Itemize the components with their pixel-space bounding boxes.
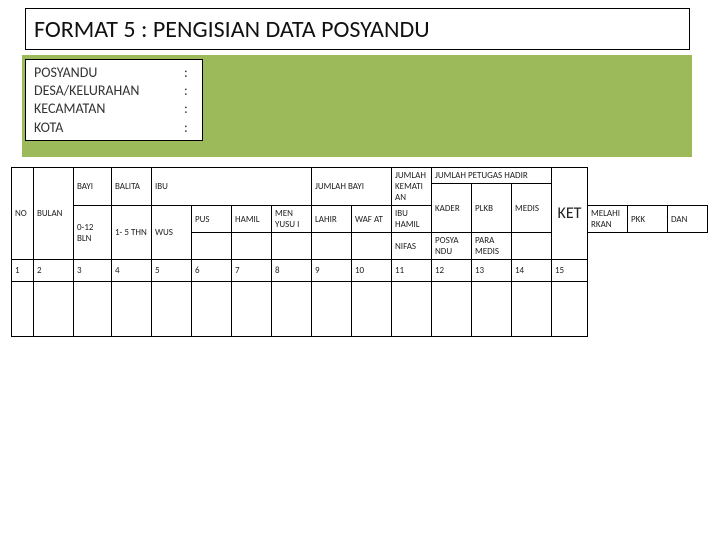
colnum: 6 (192, 260, 232, 282)
col-jumlah-kematian: JUMLAH KEMATI AN (392, 168, 432, 206)
colnum: 2 (34, 260, 74, 282)
cell[interactable] (152, 282, 192, 337)
col-nifas: NIFAS (392, 233, 432, 260)
col-paramedis: PARA MEDIS (472, 233, 512, 260)
colnum: 12 (432, 260, 472, 282)
col-pus: PUS (192, 206, 232, 233)
cell[interactable] (74, 282, 112, 337)
cell[interactable] (352, 282, 392, 337)
table-row (12, 282, 708, 337)
col-lahir-b (312, 233, 352, 260)
colnum: 4 (112, 260, 152, 282)
col-kader: KADER (432, 184, 472, 233)
colnum: 5 (152, 260, 192, 282)
meta-box: POSYANDU : DESA/KELURAHAN : KECAMATAN : … (25, 59, 203, 141)
meta-label: DESA/KELURAHAN (34, 82, 184, 100)
colnum: 14 (512, 260, 552, 282)
col-posyandu: POSYA NDU (432, 233, 472, 260)
meta-label: KOTA (34, 119, 184, 137)
col-medis: MEDIS (512, 184, 552, 233)
colnum: 13 (472, 260, 512, 282)
page-title: FORMAT 5 : PENGISIAN DATA POSYANDU (25, 8, 690, 50)
cell[interactable] (272, 282, 312, 337)
column-number-row: 1 2 3 4 5 6 7 8 9 10 11 12 13 14 15 (12, 260, 708, 282)
colnum: 10 (352, 260, 392, 282)
col-menyu-b (272, 233, 312, 260)
colnum: 8 (272, 260, 312, 282)
col-jumlah-petugas: JUMLAH PETUGAS HADIR (432, 168, 552, 184)
col-wafat: WAF AT (352, 206, 392, 233)
col-ibu-hamil: IBU HAMIL (392, 206, 432, 233)
col-bayi: BAYI (74, 168, 112, 206)
col-melahirkan: MELAHI RKAN (588, 206, 628, 233)
col-bayi-sub: 0-12 BLN (74, 206, 112, 260)
col-wafat-b (352, 233, 392, 260)
meta-colon: : (184, 64, 194, 82)
cell[interactable] (432, 282, 472, 337)
col-wus: WUS (152, 206, 192, 260)
meta-row: DESA/KELURAHAN : (34, 82, 194, 100)
data-table: NO BULAN BAYI BALITA IBU JUMLAH BAYI JUM… (11, 167, 708, 337)
colnum: 1 (12, 260, 34, 282)
cell[interactable] (472, 282, 512, 337)
cell[interactable] (552, 282, 588, 337)
col-balita-sub: 1- 5 THN (112, 206, 152, 260)
meta-label: KECAMATAN (34, 100, 184, 118)
meta-colon: : (184, 82, 194, 100)
cell[interactable] (512, 282, 552, 337)
meta-row: POSYANDU : (34, 64, 194, 82)
meta-row: KOTA : (34, 119, 194, 137)
cell[interactable] (232, 282, 272, 337)
colnum: 7 (232, 260, 272, 282)
meta-label: POSYANDU (34, 64, 184, 82)
col-ibu: IBU (152, 168, 312, 206)
col-lahir: LAHIR (312, 206, 352, 233)
cell[interactable] (34, 282, 74, 337)
col-plkb: PLKB (472, 184, 512, 233)
col-hamil-b (232, 233, 272, 260)
col-pkk: PKK (628, 206, 668, 233)
cell[interactable] (112, 282, 152, 337)
data-table-wrap: NO BULAN BAYI BALITA IBU JUMLAH BAYI JUM… (11, 167, 708, 337)
col-jumlah-bayi: JUMLAH BAYI (312, 168, 392, 206)
colnum: 3 (74, 260, 112, 282)
col-hamil: HAMIL (232, 206, 272, 233)
colnum: 15 (552, 260, 588, 282)
cell[interactable] (192, 282, 232, 337)
col-ket: KET (552, 168, 588, 260)
meta-colon: : (184, 100, 194, 118)
meta-colon: : (184, 119, 194, 137)
col-no: NO (12, 168, 34, 260)
cell[interactable] (312, 282, 352, 337)
cell[interactable] (12, 282, 34, 337)
col-bulan: BULAN (34, 168, 74, 260)
meta-row: KECAMATAN : (34, 100, 194, 118)
col-menyusui: MEN YUSU I (272, 206, 312, 233)
col-dan: DAN (668, 206, 708, 233)
col-pus-b (192, 233, 232, 260)
col-balita: BALITA (112, 168, 152, 206)
colnum: 9 (312, 260, 352, 282)
cell[interactable] (392, 282, 432, 337)
colnum: 11 (392, 260, 432, 282)
